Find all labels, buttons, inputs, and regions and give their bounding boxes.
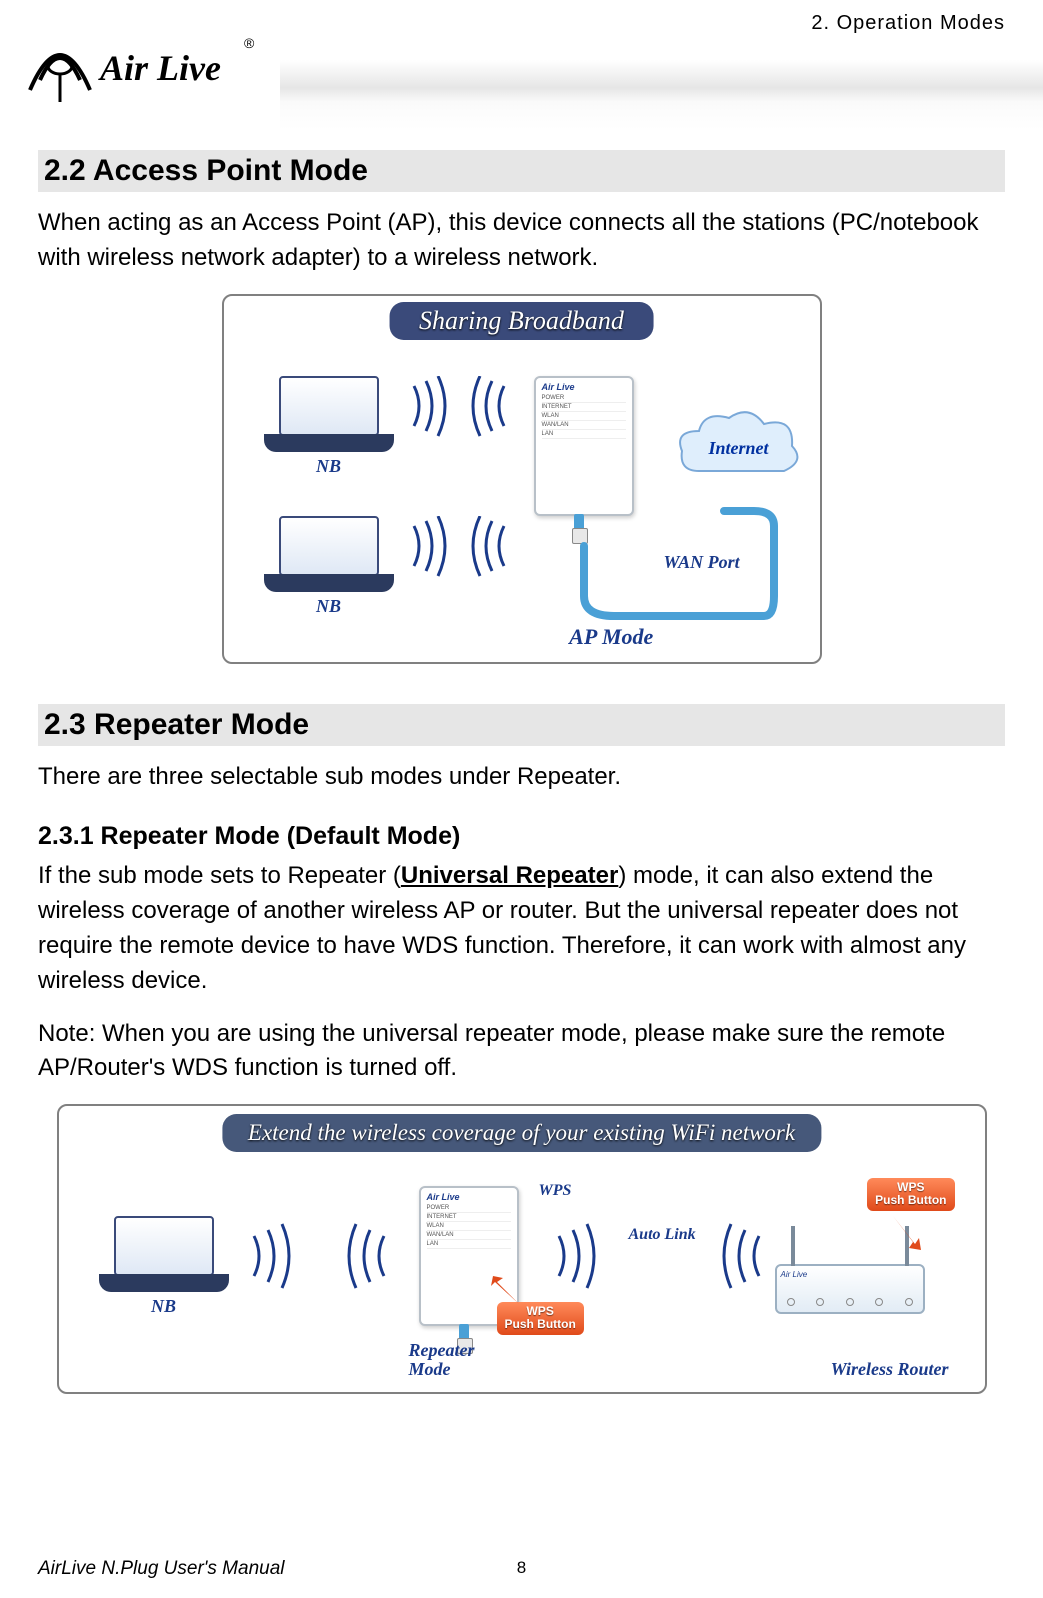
- internet-cloud-icon: Internet: [674, 406, 804, 496]
- arrow-icon: [885, 1212, 925, 1252]
- chapter-label: 2. Operation Modes: [811, 12, 1005, 35]
- led-label: WAN/LAN: [542, 421, 626, 430]
- led-label: WLAN: [427, 1222, 511, 1231]
- ap-mode-label: AP Mode: [569, 624, 653, 650]
- led-label: INTERNET: [427, 1213, 511, 1222]
- section-heading-ap-mode: 2.2 Access Point Mode: [38, 150, 1005, 192]
- arrow-icon: [489, 1276, 529, 1306]
- fig1-title: Sharing Broadband: [389, 302, 654, 340]
- wan-port-label: WAN Port: [664, 552, 740, 573]
- wireless-router-label: Wireless Router: [831, 1359, 949, 1380]
- wps-push-button-badge: WPSPush Button: [497, 1302, 584, 1334]
- ap-device-icon: Air Live POWER INTERNET WLAN WAN/LAN LAN: [534, 376, 634, 516]
- device-brand: Air Live: [421, 1188, 517, 1202]
- wps-label: WPS: [539, 1182, 572, 1200]
- router-brand: Air Live: [777, 1266, 923, 1283]
- led-label: INTERNET: [542, 403, 626, 412]
- brand-logo: Air Live ®: [18, 18, 258, 113]
- repeater-body: If the sub mode sets to Repeater (Univer…: [38, 859, 1005, 998]
- svg-text:Air Live: Air Live: [98, 48, 221, 88]
- nb-label: NB: [264, 596, 394, 617]
- laptop-icon: NB: [264, 516, 394, 606]
- fig2-title: Extend the wireless coverage of your exi…: [222, 1114, 821, 1152]
- led-label: WAN/LAN: [427, 1231, 511, 1240]
- subsection-heading-repeater-default: 2.3.1 Repeater Mode (Default Mode): [38, 822, 1005, 851]
- led-label: POWER: [542, 394, 626, 403]
- led-label: LAN: [427, 1240, 511, 1249]
- repeater-intro: There are three selectable sub modes und…: [38, 760, 1005, 795]
- wifi-icon: [244, 1216, 394, 1306]
- header-gradient: [280, 60, 1043, 130]
- wps-push-button-badge: WPSPush Button: [867, 1178, 954, 1210]
- page-header: 2. Operation Modes Air Live ®: [0, 0, 1043, 130]
- device-brand: Air Live: [536, 378, 632, 392]
- repeater-note: Note: When you are using the universal r…: [38, 1017, 1005, 1087]
- led-label: POWER: [427, 1204, 511, 1213]
- laptop-icon: NB: [264, 376, 394, 466]
- page-footer: AirLive N.Plug User's Manual 8: [38, 1558, 1005, 1580]
- autolink-label: Auto Link: [629, 1226, 696, 1244]
- figure-repeater-mode: Extend the wireless coverage of your exi…: [38, 1104, 1005, 1394]
- body-pre: If the sub mode sets to Repeater (: [38, 862, 401, 889]
- led-label: LAN: [542, 430, 626, 439]
- logo-text: Air Live: [98, 48, 221, 88]
- svg-text:®: ®: [244, 35, 255, 51]
- laptop-icon: NB: [99, 1216, 229, 1306]
- body-bold: Universal Repeater: [401, 862, 618, 889]
- logo-reg: ®: [244, 35, 255, 51]
- wifi-icon: [404, 516, 514, 616]
- repeater-mode-label: RepeaterMode: [409, 1341, 475, 1381]
- led-label: WLAN: [542, 412, 626, 421]
- figure-ap-mode: Sharing Broadband NB NB: [38, 294, 1005, 664]
- section-heading-repeater-mode: 2.3 Repeater Mode: [38, 704, 1005, 746]
- footer-manual-title: AirLive N.Plug User's Manual: [38, 1558, 285, 1580]
- wifi-icon: [404, 376, 514, 476]
- ap-mode-paragraph: When acting as an Access Point (AP), thi…: [38, 206, 1005, 276]
- internet-label: Internet: [674, 438, 804, 459]
- nb-label: NB: [99, 1296, 229, 1317]
- page-number: 8: [517, 1558, 526, 1578]
- nb-label: NB: [264, 456, 394, 477]
